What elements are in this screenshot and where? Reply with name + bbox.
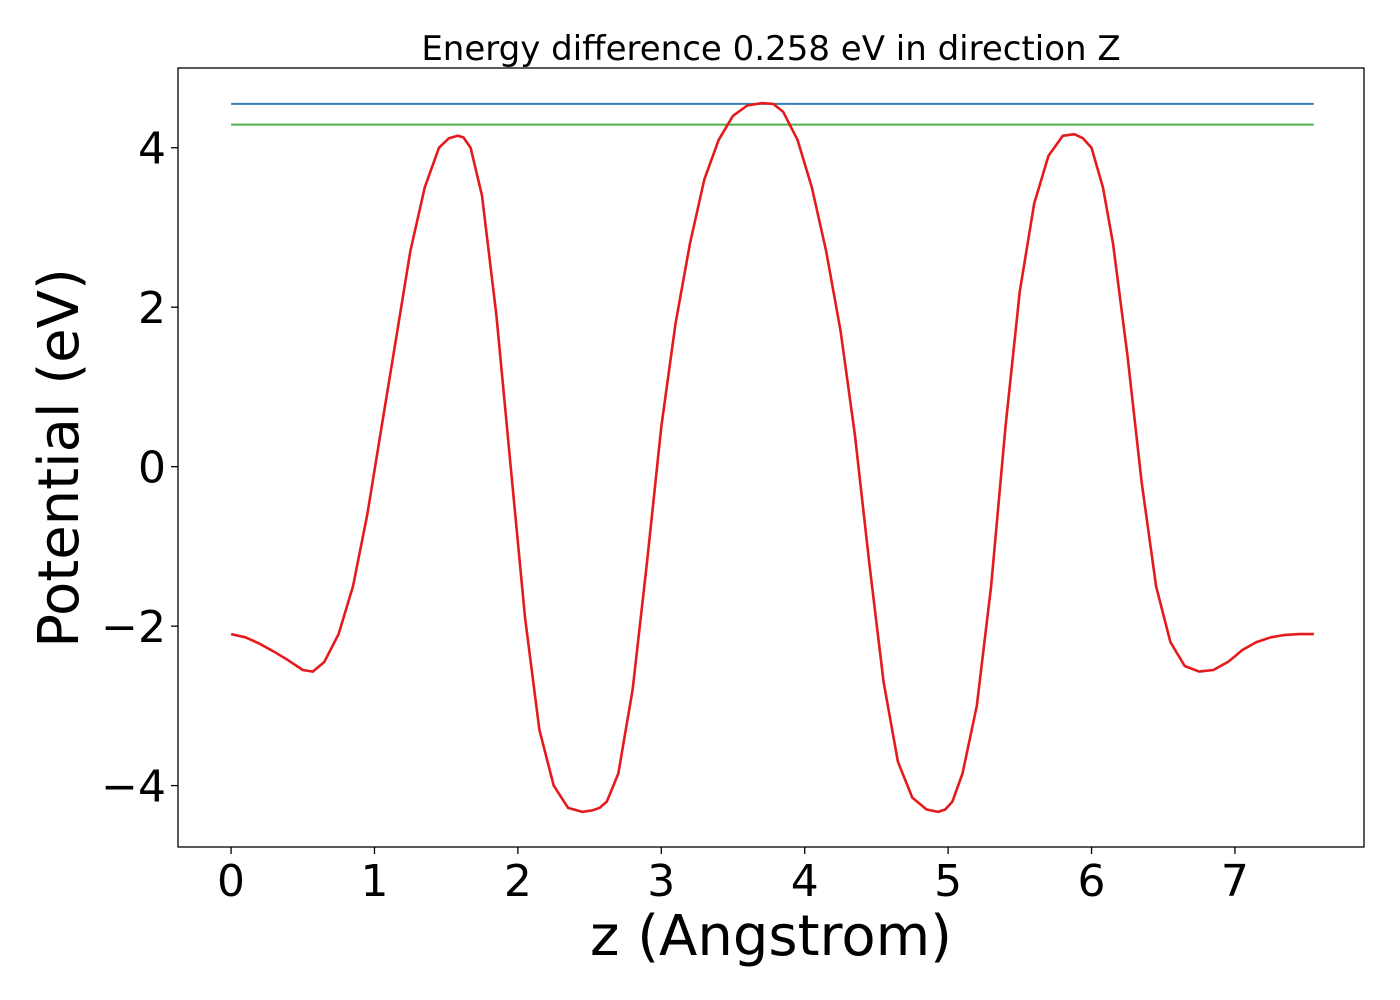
x-tick-label: 3 (647, 856, 675, 907)
y-tick-label: −4 (101, 762, 166, 813)
y-tick-label: 0 (138, 443, 166, 494)
x-tick-label: 1 (360, 856, 388, 907)
y-axis-label: Potential (eV) (27, 268, 92, 648)
x-tick-label: 6 (1078, 856, 1106, 907)
plot-lines (230, 101, 1314, 814)
plot-frame (177, 67, 1365, 848)
x-tick-label: 4 (791, 856, 819, 907)
y-tick-label: 2 (138, 283, 166, 334)
x-tick-label: 0 (217, 856, 245, 907)
x-tick-label: 2 (504, 856, 532, 907)
y-axis-ticks: −4 −2 0 2 4 (101, 124, 178, 813)
chart-title: Energy difference 0.258 eV in direction … (421, 29, 1120, 69)
x-axis-ticks: 0 1 2 3 4 5 6 7 (217, 847, 1249, 907)
potential-line (230, 101, 1314, 814)
x-tick-label: 7 (1221, 856, 1249, 907)
y-tick-label: −2 (101, 602, 166, 653)
x-axis-label: z (Angstrom) (590, 904, 952, 969)
x-tick-label: 5 (934, 856, 962, 907)
y-tick-label: 4 (138, 124, 166, 175)
